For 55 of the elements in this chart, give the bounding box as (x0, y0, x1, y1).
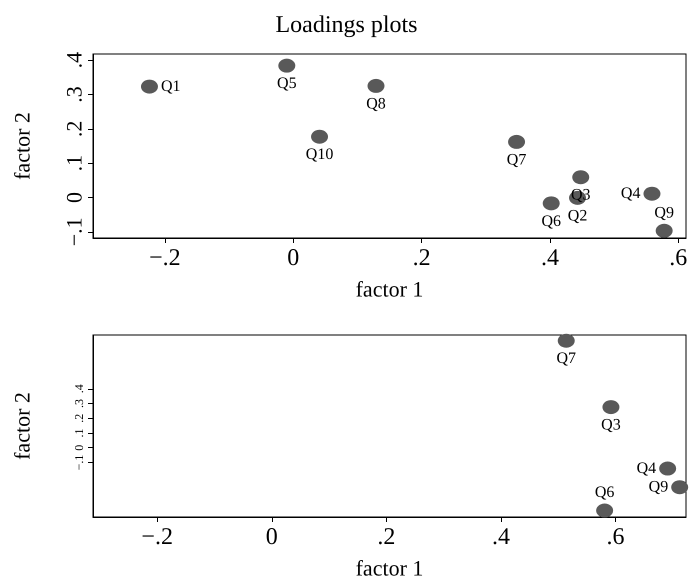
x-tick-label: −.2 (149, 245, 181, 271)
y-tick-label: .3 (62, 86, 86, 103)
data-label: Q2 (568, 207, 588, 224)
data-label: Q9 (654, 204, 674, 222)
point (278, 58, 296, 73)
point (659, 462, 676, 476)
data-label: Q4 (620, 185, 640, 202)
data-label: Q7 (556, 350, 576, 368)
data-label: Q9 (648, 478, 668, 496)
data-label: Q7 (506, 151, 526, 168)
x-tick-label: 0 (287, 245, 300, 271)
x-axis-title: factor 1 (356, 556, 424, 580)
x-axis-title: factor 1 (356, 276, 424, 302)
y-tick-label: 0 (72, 444, 86, 451)
y-tick-label: 0 (62, 192, 86, 203)
x-tick-label: .4 (492, 524, 510, 550)
x-tick-label: −.2 (141, 524, 173, 550)
data-label: Q5 (277, 75, 297, 92)
y-tick-label: .4 (72, 384, 86, 394)
y-tick-label: .1 (62, 154, 86, 172)
point (572, 170, 590, 184)
x-tick-label: .6 (669, 245, 688, 271)
data-label: Q4 (636, 460, 656, 478)
data-label: Q8 (366, 95, 386, 112)
x-tick-label: .2 (412, 245, 431, 271)
point (508, 134, 526, 149)
point (656, 224, 673, 238)
point (311, 130, 328, 144)
y-tick-label: .3 (72, 399, 86, 408)
x-tick-label: .2 (377, 524, 396, 550)
y-axis-title: factor 2 (10, 392, 34, 460)
point (671, 480, 688, 494)
y-tick-label: −.1 (72, 454, 86, 470)
x-tick-label: 0 (266, 524, 278, 550)
point (644, 186, 660, 201)
x-tick-label: .4 (540, 245, 559, 271)
y-tick-label: .2 (72, 414, 86, 423)
point (602, 400, 620, 414)
y-tick-label: .1 (72, 428, 86, 438)
point (140, 80, 158, 94)
point (368, 78, 385, 93)
chart-title: Loadings plots (276, 12, 418, 38)
x-tick-label: .6 (606, 524, 625, 550)
data-label: Q6 (541, 212, 562, 230)
y-tick-label: .4 (62, 52, 86, 68)
data-label: Q10 (306, 146, 334, 164)
y-tick-label: .2 (62, 120, 86, 138)
point (596, 504, 614, 518)
data-label: Q1 (160, 78, 181, 96)
data-label: Q6 (594, 484, 614, 502)
point (542, 196, 560, 210)
y-axis-title: factor 2 (10, 112, 34, 180)
point (558, 334, 575, 348)
data-label: Q3 (601, 416, 621, 434)
y-tick-label: −.1 (62, 217, 86, 246)
